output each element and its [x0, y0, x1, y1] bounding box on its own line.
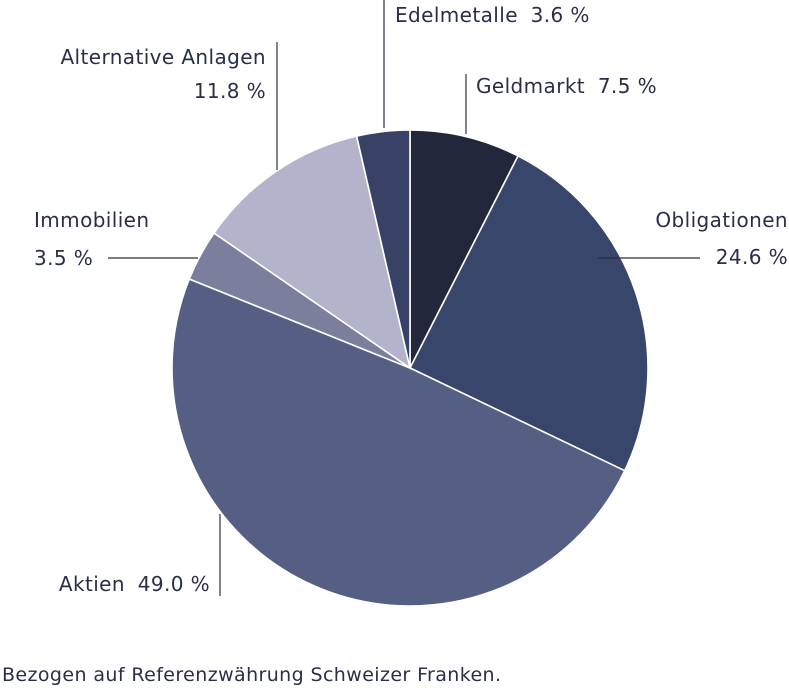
label-aktien: Aktien 49.0 %: [59, 572, 210, 596]
pie-slices: [171, 129, 649, 607]
pie-slice-edelmetalle: [355, 129, 411, 369]
pie-slice-alternative-anlagen: [212, 135, 412, 370]
label-alternative-name: Alternative Anlagen: [60, 45, 266, 69]
label-edelmetalle-value: 3.6 %: [531, 3, 590, 27]
leader-lines: [108, 0, 700, 596]
label-immobilien-value: 3.5 %: [34, 246, 93, 270]
label-obligationen-value: 24.6 %: [716, 245, 788, 269]
label-aktien-value: 49.0 %: [138, 572, 210, 596]
slice-labels: Edelmetalle 3.6 % Alternative Anlagen 11…: [34, 3, 788, 596]
label-geldmarkt-value: 7.5 %: [598, 74, 657, 98]
label-geldmarkt-name: Geldmarkt: [476, 74, 585, 98]
label-alternative-value: 11.8 %: [194, 79, 266, 103]
label-edelmetalle: Edelmetalle 3.6 %: [395, 3, 590, 27]
label-obligationen-name: Obligationen: [655, 208, 788, 232]
pie-slice-geldmarkt: [409, 129, 520, 369]
label-aktien-name: Aktien: [59, 572, 125, 596]
label-immobilien-name: Immobilien: [34, 208, 149, 232]
label-edelmetalle-name: Edelmetalle: [395, 3, 518, 27]
pie-slice-aktien: [171, 277, 626, 607]
footnote: Bezogen auf Referenzwährung Schweizer Fr…: [2, 664, 502, 686]
label-geldmarkt: Geldmarkt 7.5 %: [476, 74, 657, 98]
pie-slice-obligationen: [408, 154, 649, 472]
